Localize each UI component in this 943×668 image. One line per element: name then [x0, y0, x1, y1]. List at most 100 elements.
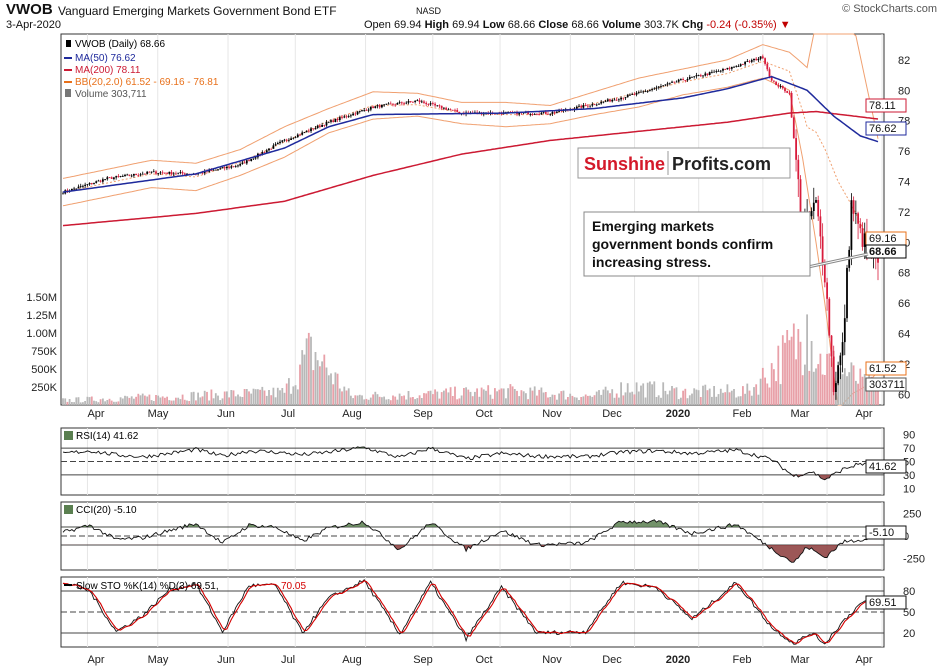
volume-bar	[319, 366, 321, 405]
volume-bar	[254, 389, 257, 405]
candle-body	[115, 176, 118, 178]
volume-bar	[786, 330, 789, 405]
candle-body	[438, 105, 441, 107]
value-tag-label: 68.66	[869, 246, 897, 258]
volume-bar	[301, 350, 304, 405]
candle-body	[668, 82, 671, 84]
callout-line-1: Emerging markets	[592, 218, 714, 234]
volume-bar	[199, 397, 202, 405]
candle-body	[248, 160, 250, 161]
candle-body	[265, 150, 268, 153]
volume-bars	[62, 314, 879, 405]
legend-ma50: MA(50) 76.62	[75, 53, 136, 64]
candle-body	[604, 101, 607, 103]
volume-tick-label: 1.25M	[26, 310, 57, 322]
candle-body	[276, 143, 279, 145]
candle-body	[179, 172, 182, 173]
volume-bar	[376, 394, 379, 405]
volume-bar	[653, 381, 656, 405]
osc-tag-box	[865, 525, 907, 540]
candle-body	[666, 83, 669, 85]
candle-body	[301, 132, 304, 135]
volume-bar	[86, 396, 89, 405]
volume-bar	[232, 390, 235, 405]
candle-body	[835, 383, 837, 392]
volume-bar	[719, 388, 722, 405]
candle-body	[631, 94, 634, 95]
volume-bar	[436, 391, 439, 405]
volume-bar	[456, 399, 459, 405]
volume-bar	[124, 395, 126, 405]
volume-bar	[429, 390, 432, 405]
candle-body	[640, 91, 642, 93]
candle-body	[852, 200, 855, 214]
volume-bar	[542, 392, 545, 405]
volume-bar	[775, 381, 777, 405]
candle-body	[104, 179, 106, 180]
volume-bar	[781, 335, 784, 405]
volume-bar	[629, 392, 631, 405]
sto-tick-label: 20	[903, 628, 915, 640]
volume-bar	[859, 368, 862, 405]
legend-sto-d: 70.05	[281, 581, 306, 592]
volume-bar	[261, 386, 264, 405]
chg-value: -0.24 (-0.35%)	[706, 19, 777, 31]
candle-body	[779, 86, 782, 87]
volume-bar	[164, 397, 166, 405]
candle-body	[106, 177, 109, 180]
volume-bar	[62, 398, 64, 405]
volume-bar	[363, 399, 366, 405]
candle-body	[221, 167, 224, 169]
candle-body	[792, 117, 795, 138]
volume-bar	[753, 387, 755, 405]
volume-bar	[631, 391, 634, 405]
price-tick-label: 66	[898, 298, 910, 310]
volume-bar	[443, 390, 445, 405]
candle-body	[587, 105, 589, 107]
volume-bar	[795, 359, 797, 405]
candle-body	[330, 120, 332, 122]
x-tick-label: Jun	[217, 654, 235, 666]
volume-bar	[345, 390, 348, 405]
candle-body	[755, 58, 758, 61]
volume-bar	[620, 382, 622, 405]
volume-bar	[365, 398, 368, 405]
candle-body	[649, 90, 651, 91]
volume-bar	[102, 398, 104, 405]
watermark-brand-dark: Profits.com	[672, 154, 771, 174]
volume-bar	[463, 388, 465, 405]
candle-body	[706, 73, 709, 75]
candle-body	[210, 170, 213, 171]
volume-bar	[757, 394, 760, 405]
candle-body	[770, 76, 773, 81]
quote-summary: Open 69.94 High 69.94 Low 68.66 Close 68…	[364, 19, 791, 31]
low-value: 68.66	[507, 19, 536, 31]
candle-body	[420, 101, 423, 103]
rsi-legend-swatch	[64, 431, 73, 440]
candle-body	[613, 99, 616, 101]
volume-bar	[806, 314, 808, 405]
candle-body	[232, 166, 235, 168]
callout-line-2: government bonds confirm	[592, 236, 773, 252]
candle-body	[726, 67, 729, 70]
candle-body	[777, 85, 780, 87]
volume-bar	[682, 390, 684, 405]
volume-bar	[203, 390, 206, 405]
candle-body	[826, 282, 828, 299]
volume-bar	[409, 397, 412, 405]
volume-bar	[137, 393, 140, 405]
x-tick-label: Jul	[281, 654, 295, 666]
candle-body	[615, 99, 618, 101]
volume-bar	[347, 388, 350, 405]
candle-body	[637, 92, 640, 93]
candle-body	[839, 355, 842, 366]
volume-bar	[257, 389, 259, 405]
volume-bar	[744, 393, 746, 405]
volume-bar	[97, 402, 100, 405]
volume-bar	[737, 396, 740, 405]
volume-value: 303.7K	[643, 19, 679, 31]
x-tick-label: Nov	[542, 408, 562, 420]
value-tag-box	[865, 121, 907, 136]
volume-bar	[598, 390, 600, 405]
sto-d-line	[62, 580, 879, 644]
